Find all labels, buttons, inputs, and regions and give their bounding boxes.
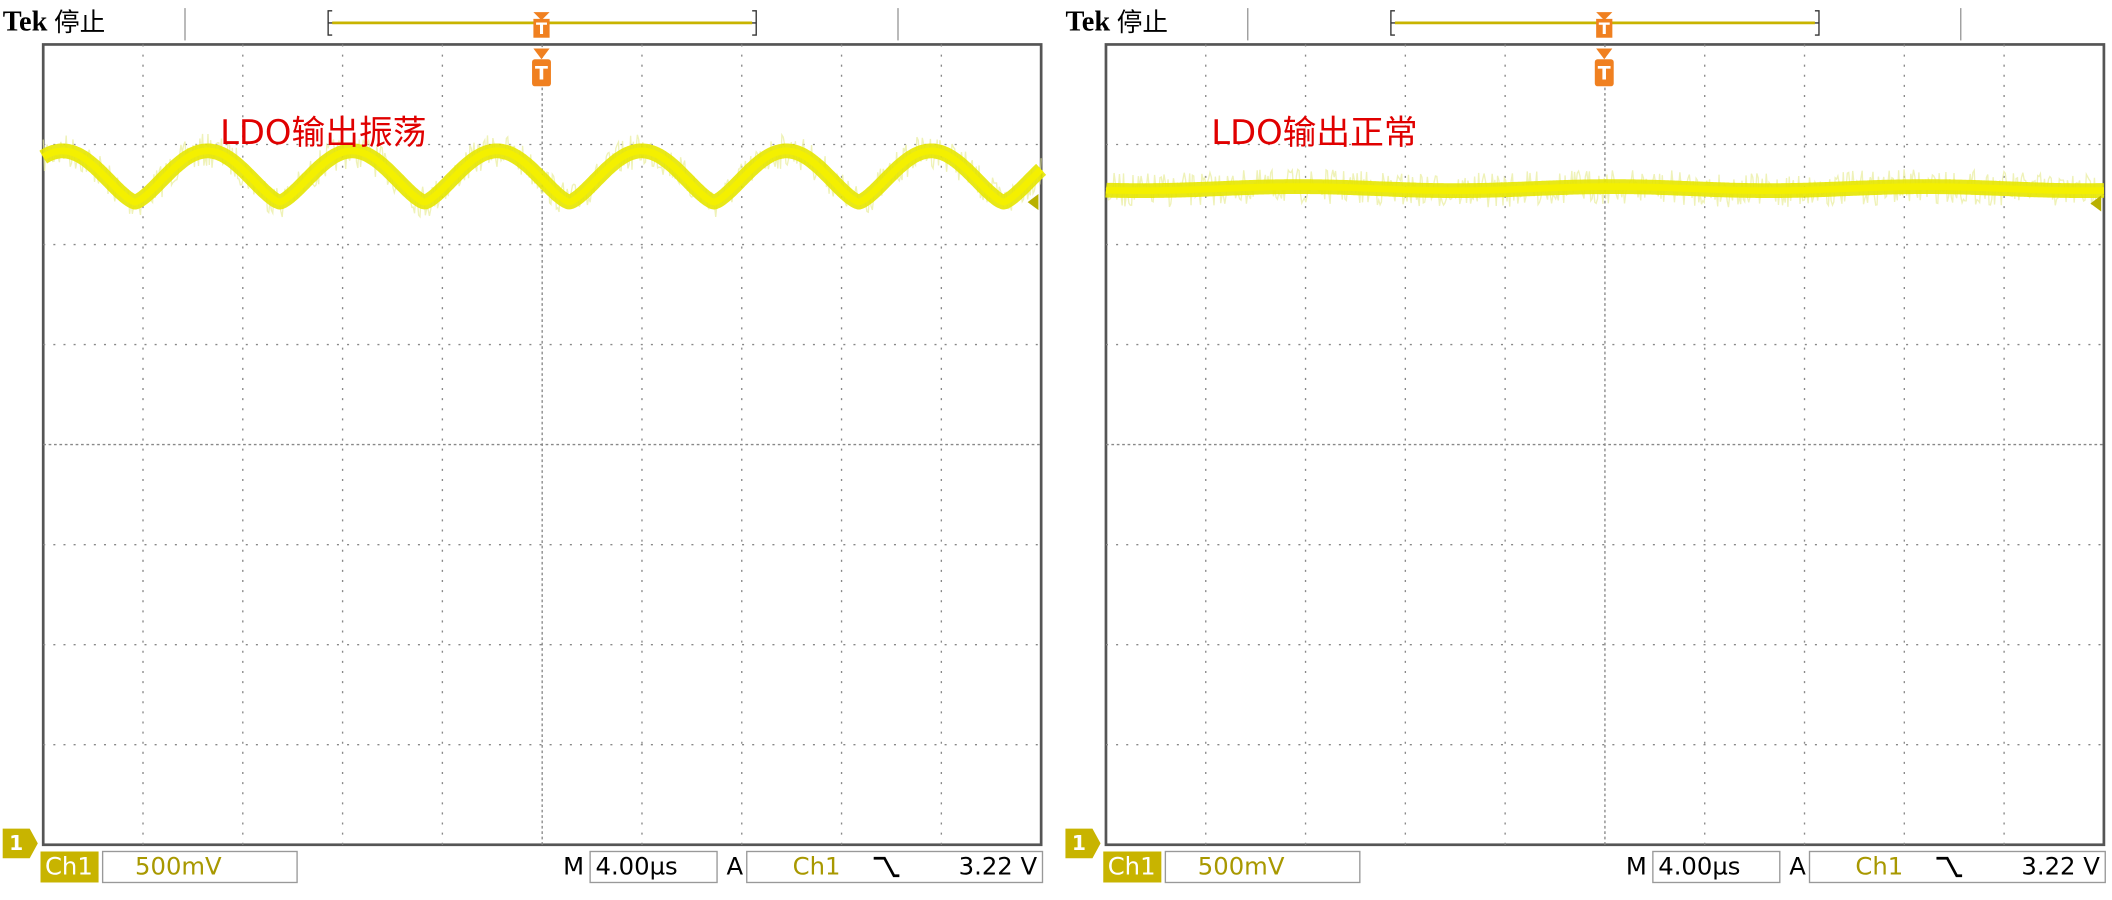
trigger-pos-icon [1596,12,1613,21]
channel-tag-text: 1 [1072,831,1086,855]
trigger-marker-arrow [1596,48,1613,60]
status: 停止 [54,8,105,38]
timebase-box [589,850,718,884]
scope-panel: Tek 停止 T T LDO输出振荡 1 Ch1 500mV M 4.00µs A Ch1 3.22 V [2,7,1048,884]
scale-box [101,850,298,884]
brand: Tek [3,7,48,38]
trigger-box [746,850,1044,884]
status: 停止 [1117,8,1168,38]
channel-tag [2,828,38,859]
trigger-pos-box [533,18,550,38]
trigger-level: 3.22 V [959,852,1038,881]
timebase-label: M [1626,852,1647,881]
trigger-box [1808,850,2106,884]
falling-edge-icon [1936,856,1963,878]
timebase-box [1652,850,1781,884]
trigger-source: Ch1 [1855,852,1903,881]
trigger-level: 3.22 V [2021,852,2100,881]
timebase-label: M [563,852,584,881]
trigger-label: A [1789,852,1806,881]
timebase: 4.00µs [596,852,678,881]
trigger-source: Ch1 [793,852,841,881]
trigger-marker-text: T [1598,63,1611,85]
channel: Ch1 [1108,852,1156,881]
waveform-core [1105,183,2104,195]
scale-box [1164,850,1361,884]
channel-box [1103,851,1162,883]
trigger-pos-box [1596,18,1613,38]
waveform-core [41,147,1044,206]
scale: 500mV [1198,852,1285,881]
falling-edge-icon [873,856,900,878]
trigger-marker-box [532,59,551,87]
trigger-marker-box [1594,59,1614,87]
channel-tag-text: 1 [9,831,23,855]
annotation: LDO输出振荡 [220,113,426,152]
level-marker [1027,194,1039,211]
trigger-pos-text: T [536,19,547,38]
brand: Tek [1065,7,1110,38]
trigger-marker-arrow [533,48,550,60]
annotation: LDO输出正常 [1211,113,1417,152]
channel-box [40,851,99,883]
channel: Ch1 [45,852,93,881]
scale: 500mV [135,852,222,881]
scope-panel: Tek 停止 T T LDO输出正常 1 Ch1 500mV M 4.00µs A Ch1 3.22 V [1065,7,2110,884]
timebase: 4.00µs [1658,852,1740,881]
channel-tag [1065,828,1101,859]
trigger-marker-text: T [535,63,548,85]
trigger-pos-icon [533,12,550,21]
level-marker [2090,195,2102,212]
trigger-pos-text: T [1599,19,1610,38]
trigger-label: A [727,852,744,881]
